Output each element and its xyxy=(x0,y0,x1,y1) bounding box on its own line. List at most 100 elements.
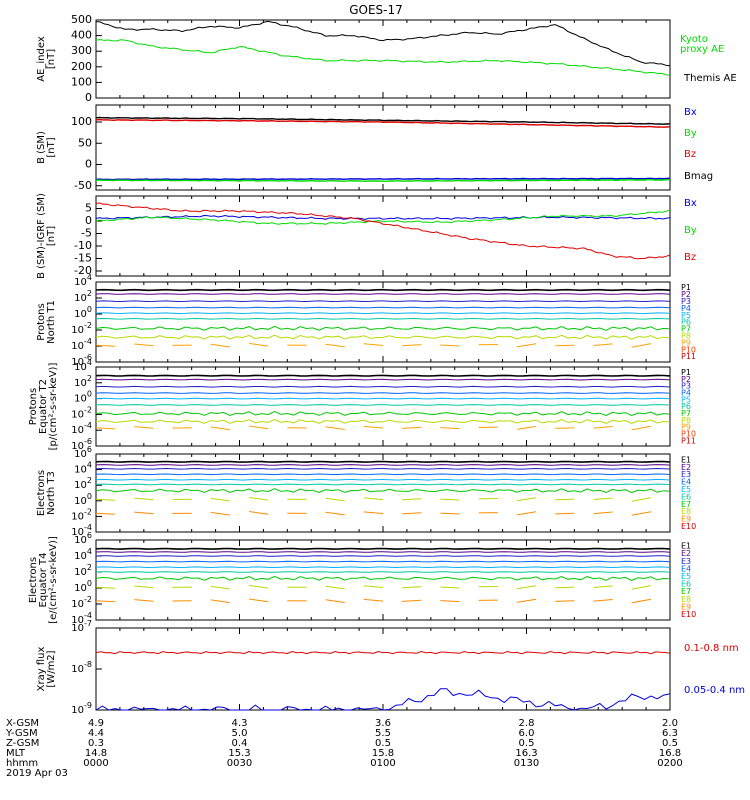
channel-line-e9 xyxy=(95,511,651,516)
channel-label-p1: P1 xyxy=(681,283,691,292)
series-line-bz xyxy=(95,202,671,260)
y-axis-label: [nT] xyxy=(46,226,57,246)
channel-label-e10: E10 xyxy=(681,522,696,531)
series-line-bmag xyxy=(95,116,671,125)
ephem-value: 15.8 xyxy=(372,748,394,759)
y-tick-label: 100 xyxy=(74,579,92,594)
y-tick-label: -5 xyxy=(81,227,92,240)
y-tick-label: 0 xyxy=(85,91,92,104)
ephem-value: 0030 xyxy=(227,758,252,769)
series-line-bz xyxy=(95,118,671,128)
channel-label-e10: E10 xyxy=(681,610,696,619)
y-tick-label: 0 xyxy=(85,158,92,171)
y-tick-label: 10-6 xyxy=(71,437,92,452)
legend-bx: Bx xyxy=(684,198,697,209)
channel-line-e1 xyxy=(95,460,671,463)
channel-label-e9: E9 xyxy=(681,602,691,611)
y-axis-label: Equator T4 xyxy=(38,553,49,608)
ephem-date: 2019 Apr 03 xyxy=(6,768,68,779)
channel-label-p6: P6 xyxy=(681,402,691,411)
channel-label-e2: E2 xyxy=(681,463,691,472)
channel-line-e8 xyxy=(95,497,651,502)
y-axis-label: [W/m2] xyxy=(46,650,57,687)
y-tick-label: 102 xyxy=(74,374,92,389)
y-axis-label: Protons xyxy=(28,388,39,425)
channel-label-p11: P11 xyxy=(681,436,696,445)
channel-line-e7 xyxy=(95,488,671,494)
y-tick-label: 104 xyxy=(74,461,92,476)
series-line-themis-ae xyxy=(95,20,671,67)
channel-line-p3 xyxy=(95,385,671,388)
ephem-value: 2.0 xyxy=(662,718,678,729)
ephem-value: 0.5 xyxy=(519,738,535,749)
y-axis-label: B (SM)-IGRF (SM) xyxy=(36,193,47,279)
legend-by: By xyxy=(684,128,697,139)
y-tick-label: 104 xyxy=(74,547,92,562)
panel-xray: 10-9 10-8 10-7 Xray flux [W/m2] 0.1-0.8 nm 0.0… xyxy=(36,619,745,716)
series-line-bx xyxy=(95,177,671,181)
channel-label-e9: E9 xyxy=(681,515,691,524)
channel-label-e3: E3 xyxy=(681,470,691,479)
channel-label-p9: P9 xyxy=(681,338,691,347)
channel-label-p1: P1 xyxy=(681,368,691,377)
channel-line-p9 xyxy=(95,425,651,431)
channel-label-p7: P7 xyxy=(681,325,691,334)
ephem-value: 5.0 xyxy=(232,728,248,739)
channel-label-p8: P8 xyxy=(681,416,691,425)
series-line-by xyxy=(95,209,671,225)
y-tick-label: 500 xyxy=(71,13,92,26)
ephem-value: 4.9 xyxy=(88,718,104,729)
y-tick-label: 104 xyxy=(74,358,92,373)
y-axis-label: North T1 xyxy=(46,300,57,344)
y-tick-label: -50 xyxy=(74,179,92,192)
panel-frame xyxy=(95,627,671,711)
channel-line-e5 xyxy=(95,566,671,569)
channel-label-e5: E5 xyxy=(681,485,691,494)
y-tick-label: 10-2 xyxy=(71,321,92,336)
y-tick-label: 10-2 xyxy=(71,405,92,420)
y-tick-label: 10-4 xyxy=(71,611,92,626)
y-tick-label: 102 xyxy=(74,289,92,304)
ephem-value: 0.5 xyxy=(662,738,678,749)
ephem-value: 6.0 xyxy=(519,728,535,739)
ephem-value: 0200 xyxy=(657,758,682,769)
channel-label-p2: P2 xyxy=(681,375,691,384)
channel-label-e1: E1 xyxy=(681,455,691,464)
ephem-value: 0.3 xyxy=(88,738,104,749)
y-tick-label: 0 xyxy=(85,214,92,227)
ephem-row-label: hhmm xyxy=(6,758,38,769)
y-tick-label: 106 xyxy=(74,445,92,460)
channel-label-e2: E2 xyxy=(681,549,691,558)
series-line-bx xyxy=(95,214,671,221)
channel-label-p10: P10 xyxy=(681,345,696,354)
y-axis-label: Equator T2 xyxy=(38,379,49,434)
channel-label-e7: E7 xyxy=(681,500,691,509)
channel-label-e4: E4 xyxy=(681,564,691,573)
y-axis-label: Electrons xyxy=(28,557,39,603)
panel-b-sm: -50 0 50 100 B (SM) [nT] Bx By Bz Bmag xyxy=(36,104,713,192)
channel-label-p3: P3 xyxy=(681,297,691,306)
figure-title: GOES-17 xyxy=(349,3,403,17)
ephem-value: 4.3 xyxy=(232,718,248,729)
legend-bz: Bz xyxy=(684,149,696,160)
channel-line-p2 xyxy=(95,293,671,295)
channel-label-p2: P2 xyxy=(681,290,691,299)
y-tick-label: 100 xyxy=(71,75,92,88)
ephem-value: 14.8 xyxy=(85,748,107,759)
y-tick-label: -20 xyxy=(74,264,92,277)
channel-line-p8 xyxy=(95,418,671,424)
channel-line-e2 xyxy=(95,551,671,553)
channel-label-e6: E6 xyxy=(681,580,691,589)
y-tick-label: 102 xyxy=(74,476,92,491)
channel-line-p6 xyxy=(95,317,671,320)
channel-label-p5: P5 xyxy=(681,395,691,404)
channel-label-p6: P6 xyxy=(681,318,691,327)
series-line-xray-long xyxy=(95,650,671,655)
y-axis-label: [nT] xyxy=(46,137,57,157)
channel-label-e5: E5 xyxy=(681,572,691,581)
y-tick-label: 10-2 xyxy=(71,595,92,610)
